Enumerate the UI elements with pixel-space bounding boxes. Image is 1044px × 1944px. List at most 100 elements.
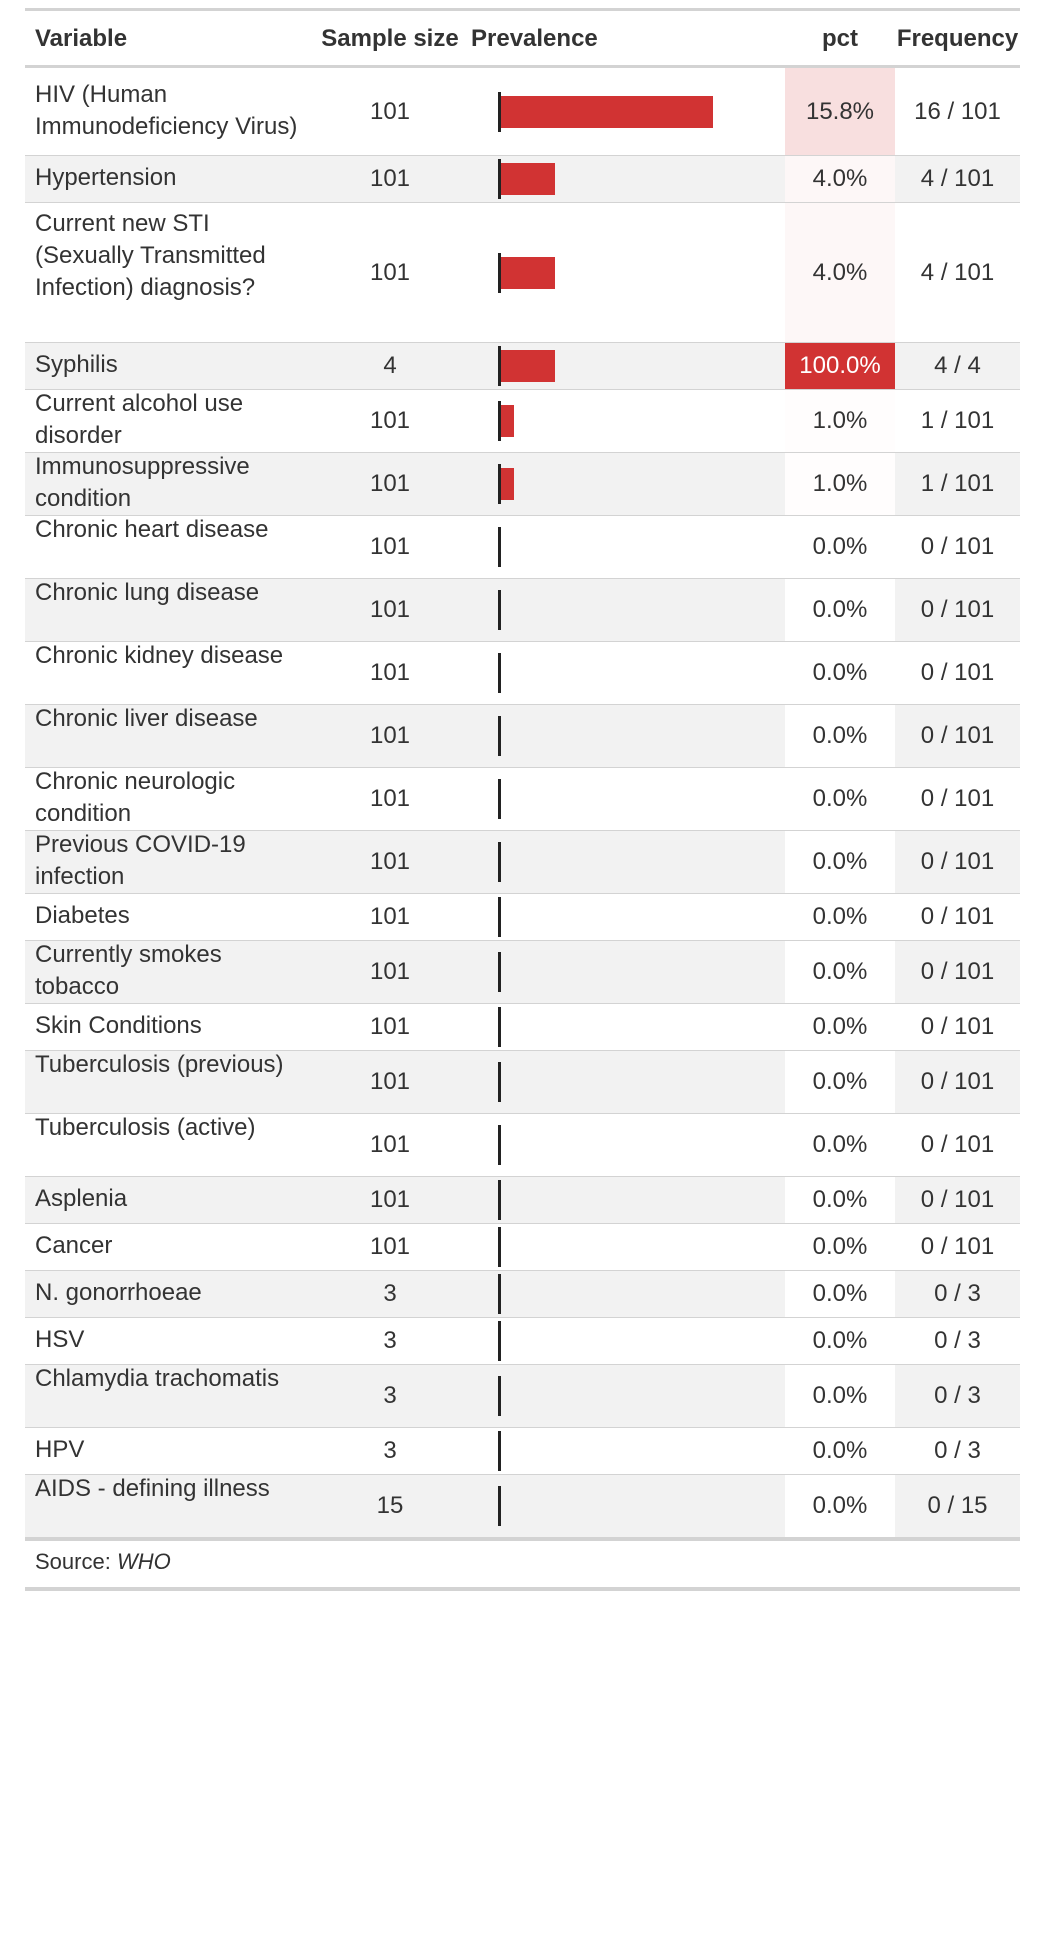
pct-value: 4.0%	[812, 258, 868, 286]
cell-pct: 0.0%	[785, 516, 895, 578]
table-row: Previous COVID-19 infection 101 0.0% 0 / 10…	[25, 831, 1020, 894]
cell-variable: Syphilis	[35, 351, 118, 378]
table-footer-border	[25, 1538, 1020, 1541]
bar-baseline	[498, 897, 501, 937]
cell-prevalence-bar	[480, 516, 795, 578]
bar-baseline	[498, 1274, 501, 1314]
cell-frequency: 0 / 15	[927, 1492, 988, 1519]
table-row: HSV 3 0.0% 0 / 3	[25, 1318, 1020, 1365]
bar-baseline	[498, 590, 501, 630]
bar-baseline	[498, 779, 501, 819]
table-row: Syphilis 4 100.0% 4 / 4	[25, 343, 1020, 390]
cell-variable: Asplenia	[35, 1185, 128, 1212]
cell-frequency: 4 / 4	[934, 352, 981, 379]
pct-value: 0.0%	[812, 1437, 868, 1464]
table-row: Current alcohol use disorder 101 1.0% 1 / 1…	[25, 390, 1020, 453]
pct-value: 0.0%	[812, 1131, 868, 1158]
cell-variable: Immunosuppressive condition	[35, 453, 250, 512]
cell-sample-size: 101	[369, 1233, 411, 1260]
cell-prevalence-bar	[480, 1051, 795, 1113]
cell-variable: Chronic liver disease	[35, 705, 258, 732]
bar-baseline	[498, 653, 501, 693]
cell-prevalence-bar	[480, 1114, 795, 1176]
table-row: HPV 3 0.0% 0 / 3	[25, 1428, 1020, 1475]
cell-prevalence-bar	[480, 390, 795, 452]
cell-prevalence-bar	[480, 1271, 795, 1317]
pct-value: 4.0%	[812, 165, 868, 192]
cell-pct: 0.0%	[785, 1051, 895, 1113]
header-border	[25, 65, 1020, 68]
bar-baseline	[498, 252, 501, 293]
cell-variable: Chlamydia trachomatis	[35, 1365, 280, 1392]
pct-value: 0.0%	[812, 1186, 868, 1213]
cell-variable: AIDS - defining illness	[35, 1475, 270, 1502]
table-row: AIDS - defining illness 15 0.0% 0 / 15	[25, 1475, 1020, 1538]
bar-baseline	[498, 464, 501, 504]
table-row: Chronic heart disease 101 0.0% 0 / 101	[25, 516, 1020, 579]
header-pct: pct	[822, 25, 858, 52]
cell-prevalence-bar	[480, 1177, 795, 1223]
bar-baseline	[498, 527, 501, 567]
bar-baseline	[498, 1321, 501, 1361]
cell-pct: 0.0%	[785, 1224, 895, 1270]
header-prevalence: Prevalence	[471, 25, 598, 52]
prevalence-bar	[501, 95, 713, 128]
cell-frequency: 0 / 101	[920, 1013, 995, 1040]
cell-variable: Cancer	[35, 1232, 113, 1259]
cell-prevalence-bar	[480, 1318, 795, 1364]
pct-value: 0.0%	[812, 533, 868, 560]
source-value: WHO	[116, 1549, 171, 1574]
cell-frequency: 0 / 101	[920, 659, 995, 686]
pct-value: 0.0%	[812, 903, 868, 930]
table-row: Asplenia 101 0.0% 0 / 101	[25, 1177, 1020, 1224]
cell-variable: Previous COVID-19 infection	[35, 831, 246, 890]
pct-value: 0.0%	[812, 1327, 868, 1354]
pct-value: 1.0%	[812, 407, 868, 434]
bar-baseline	[498, 716, 501, 756]
table-row: Immunosuppressive condition 101 1.0% 1 / 10…	[25, 453, 1020, 516]
cell-sample-size: 101	[369, 1013, 411, 1040]
table-row: N. gonorrhoeae 3 0.0% 0 / 3	[25, 1271, 1020, 1318]
pct-value: 0.0%	[812, 1382, 868, 1409]
table-row: Hypertension 101 4.0% 4 / 101	[25, 156, 1020, 203]
cell-variable: Chronic kidney disease	[35, 642, 284, 669]
cell-sample-size: 101	[369, 470, 411, 497]
cell-sample-size: 101	[369, 1131, 411, 1158]
cell-prevalence-bar	[480, 1004, 795, 1050]
cell-sample-size: 3	[383, 1280, 397, 1307]
cell-pct: 0.0%	[785, 831, 895, 893]
cell-frequency: 1 / 101	[920, 470, 995, 497]
cell-prevalence-bar	[480, 156, 795, 202]
cell-pct: 0.0%	[785, 642, 895, 704]
cell-frequency: 1 / 101	[920, 407, 995, 434]
cell-frequency: 0 / 3	[934, 1382, 981, 1409]
pct-value: 0.0%	[812, 659, 868, 686]
table-row: Current new STI (Sexually Transmitted In…	[25, 203, 1020, 343]
cell-pct: 0.0%	[785, 1114, 895, 1176]
cell-sample-size: 101	[369, 659, 411, 686]
cell-pct: 0.0%	[785, 1428, 895, 1474]
bar-baseline	[498, 346, 501, 386]
cell-frequency: 0 / 3	[934, 1327, 981, 1354]
bar-baseline	[498, 1431, 501, 1471]
cell-prevalence-bar	[480, 705, 795, 767]
cell-sample-size: 15	[376, 1492, 404, 1519]
table-row: Tuberculosis (previous) 101 0.0% 0 / 101	[25, 1051, 1020, 1114]
cell-frequency: 0 / 101	[920, 596, 995, 623]
pct-value: 0.0%	[812, 1280, 868, 1307]
bar-baseline	[498, 1007, 501, 1047]
cell-pct: 0.0%	[785, 705, 895, 767]
cell-sample-size: 3	[383, 1382, 397, 1409]
table-row: HIV (Human Immunodeficiency Virus) 101 15.…	[25, 68, 1020, 156]
cell-frequency: 4 / 101	[920, 258, 995, 286]
cell-variable: Current alcohol use disorder	[35, 390, 244, 449]
cell-variable: Chronic neurologic condition	[35, 768, 236, 827]
bar-baseline	[498, 91, 501, 132]
cell-variable: Hypertension	[35, 164, 177, 191]
cell-sample-size: 101	[369, 903, 411, 930]
cell-frequency: 0 / 101	[920, 533, 995, 560]
cell-variable: HPV	[35, 1436, 85, 1463]
prevalence-bar	[501, 405, 515, 437]
cell-prevalence-bar	[480, 579, 795, 641]
pct-value: 0.0%	[812, 1233, 868, 1260]
